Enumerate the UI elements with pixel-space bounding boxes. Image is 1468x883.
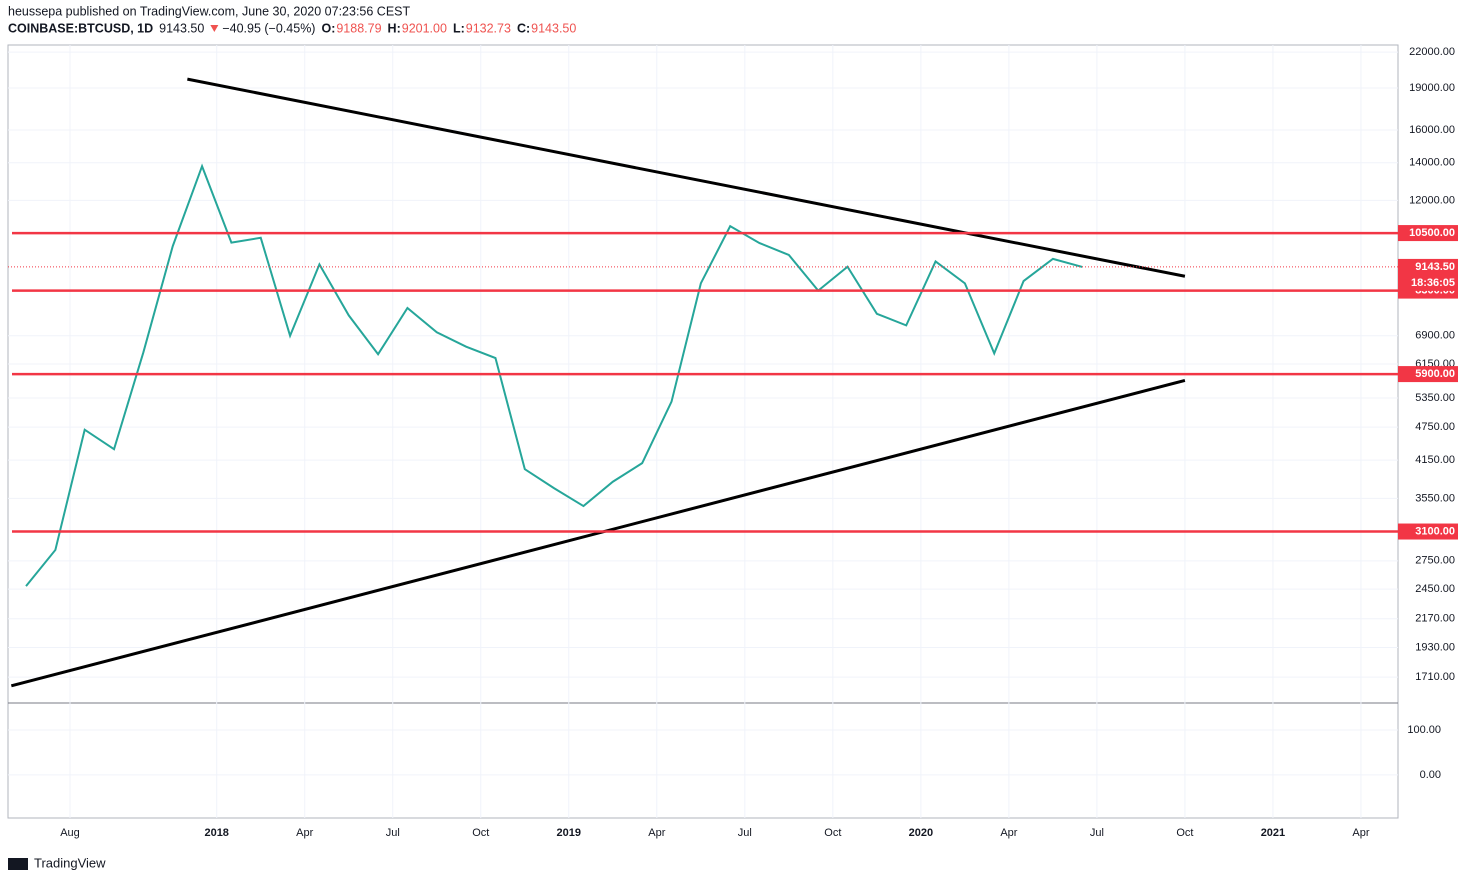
y-tick-label: 2450.00 [1415,583,1455,595]
x-tick-label: Oct [824,827,841,839]
ohlc-value: 9143.50 [531,21,576,35]
level-tag [1398,523,1458,540]
down-arrow [210,25,219,32]
logo [8,858,28,870]
ohlc-value: 9132.73 [466,21,511,35]
publisher: heussepa published on TradingView.com, J… [8,4,410,18]
x-tick-label: 2020 [909,827,933,839]
ohlc-label: H: [388,21,401,35]
x-tick-label: 2018 [204,827,228,839]
x-tick-label: Aug [60,827,80,839]
y-tick-label: 1930.00 [1415,641,1455,653]
level-tag-label: 10500.00 [1409,227,1455,239]
last-price: 9143.50 [159,21,204,35]
level-tag [1398,225,1458,242]
symbol-bar: COINBASE:BTCUSD, 1D 9143.50 −40.95 (−0.45%… [8,21,576,35]
plot-border [7,44,1399,819]
last-price-label: 9143.50 [1415,261,1455,273]
last-price-tag [1398,258,1458,291]
plot [8,77,1398,688]
countdown: 18:36:05 [1411,277,1455,289]
y-tick-label: 3550.00 [1415,492,1455,504]
brand: TradingView [34,855,106,870]
ohlc-value: 9201.00 [402,21,447,35]
y-tick-label: 14000.00 [1409,157,1455,169]
ohlc-label: O: [321,21,335,35]
y-tick-label: 4150.00 [1415,454,1455,466]
change: −40.95 (−0.45%) [222,21,315,35]
ohlc-label: C: [517,21,530,35]
y-tick-label: 4750.00 [1415,421,1455,433]
x-tick-label: Jul [738,827,752,839]
y-tick-label: 12000.00 [1409,194,1455,206]
y-tick-label: 1710.00 [1415,671,1455,683]
x-tick-label: 2019 [557,827,581,839]
trendline [10,378,1186,688]
y-tick-label: 19000.00 [1409,82,1455,94]
x-tick-label: Jul [386,827,400,839]
x-tick-label: Oct [472,827,489,839]
ohlc-value: 9188.79 [336,21,381,35]
x-tick-label: Apr [1352,827,1369,839]
y-tick-label: 5350.00 [1415,392,1455,404]
y-tick-label: 100.00 [1407,724,1441,736]
ohlc-label: L: [453,21,465,35]
x-tick-label: Oct [1176,827,1193,839]
x-tick-label: Apr [296,827,313,839]
level-tag-label: 3100.00 [1415,525,1455,537]
price-line [25,163,1083,587]
y-tick-label: 0.00 [1420,769,1441,781]
trendline [187,77,1186,278]
x-tick-label: 2021 [1261,827,1285,839]
y-tick-label: 2750.00 [1415,555,1455,567]
y-tick-label: 6900.00 [1415,330,1455,342]
symbol: COINBASE:BTCUSD, 1D [8,21,153,35]
grid [8,45,1398,818]
y-tick-label: 2170.00 [1415,613,1455,625]
y-tick-label: 22000.00 [1409,46,1455,58]
level-tag [1398,366,1458,383]
x-tick-label: Jul [1090,827,1104,839]
x-tick-label: Apr [648,827,665,839]
axes: 22000.00 19000.00 16000.00 14000.00 12000.00… [60,46,1458,839]
x-tick-label: Apr [1000,827,1017,839]
y-tick-label: 16000.00 [1409,124,1455,136]
level-tag-label: 5900.00 [1415,368,1455,380]
